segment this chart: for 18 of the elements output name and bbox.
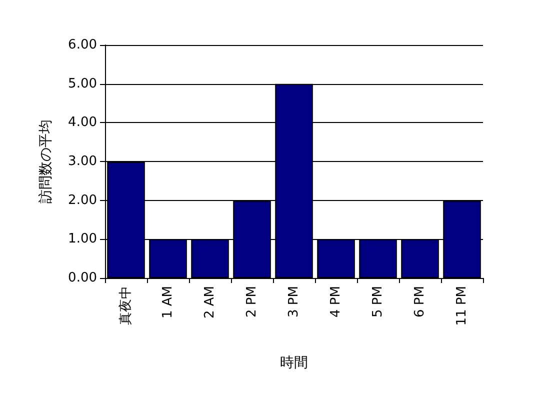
x-tick-label: 2 PM [244,286,260,318]
x-tick-label: 真夜中 [118,286,134,325]
y-tick-label: 6.00 [68,38,97,52]
y-tick-label: 5.00 [68,76,97,92]
x-tick-label: 4 PM [328,286,344,318]
y-tick-label: 3.00 [68,154,97,169]
y-tick-label: 2.00 [68,192,97,208]
y-tick-label: 4.00 [68,115,97,130]
x-tick-label: 1 AM [160,286,176,319]
x-tick-label: 11 PM [454,286,470,326]
x-tick-label: 3 PM [286,286,302,318]
x-tick-label: 2 AM [202,286,218,319]
y-tick-label: 1.00 [68,232,97,247]
y-axis-title: 訪問数の平均 [38,120,54,204]
x-tick-label: 6 PM [412,286,428,318]
x-axis-title: 時間 [280,355,308,371]
x-tick-label: 5 PM [370,286,386,318]
y-tick-label: 0.00 [68,270,97,286]
